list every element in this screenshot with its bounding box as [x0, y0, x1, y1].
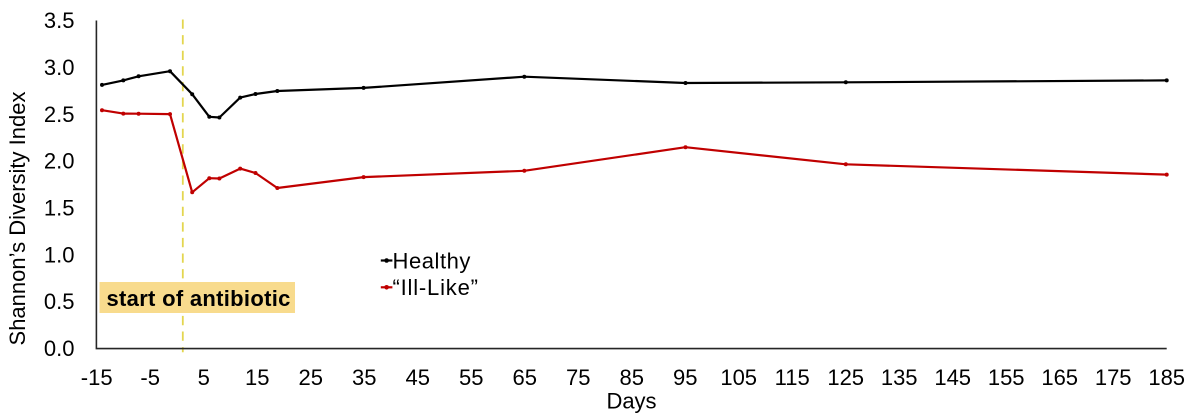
svg-text:85: 85 — [619, 365, 643, 390]
svg-text:185: 185 — [1148, 365, 1185, 390]
svg-text:135: 135 — [881, 365, 918, 390]
svg-text:-5: -5 — [140, 365, 160, 390]
svg-text:35: 35 — [352, 365, 376, 390]
svg-text:Healthy: Healthy — [393, 248, 471, 273]
svg-text:3.0: 3.0 — [44, 55, 75, 80]
svg-text:55: 55 — [459, 365, 483, 390]
svg-text:2.5: 2.5 — [44, 102, 75, 127]
svg-text:75: 75 — [566, 365, 590, 390]
svg-text:5: 5 — [198, 365, 210, 390]
svg-text:Days: Days — [606, 389, 656, 414]
svg-text:115: 115 — [775, 365, 810, 390]
svg-text:-15: -15 — [81, 365, 113, 390]
svg-text:25: 25 — [298, 365, 322, 390]
svg-text:165: 165 — [1041, 365, 1078, 390]
svg-text:155: 155 — [988, 365, 1025, 390]
svg-text:1.0: 1.0 — [44, 242, 75, 267]
svg-text:2.0: 2.0 — [44, 149, 75, 174]
svg-text:175: 175 — [1095, 365, 1132, 390]
svg-text:125: 125 — [827, 365, 864, 390]
svg-text:0.5: 0.5 — [44, 289, 75, 314]
svg-text:145: 145 — [934, 365, 971, 390]
svg-text:3.5: 3.5 — [44, 8, 75, 33]
svg-text:65: 65 — [512, 365, 536, 390]
svg-text:“Ill-Like”: “Ill-Like” — [393, 275, 479, 300]
svg-text:1.5: 1.5 — [44, 196, 75, 221]
svg-text:Shannon’s Diversity Index: Shannon’s Diversity Index — [5, 92, 30, 346]
svg-text:15: 15 — [245, 365, 269, 390]
svg-text:95: 95 — [673, 365, 697, 390]
svg-text:0.0: 0.0 — [44, 336, 75, 361]
svg-text:105: 105 — [720, 365, 757, 390]
svg-text:start of antibiotic: start of antibiotic — [107, 286, 291, 311]
svg-text:45: 45 — [405, 365, 429, 390]
